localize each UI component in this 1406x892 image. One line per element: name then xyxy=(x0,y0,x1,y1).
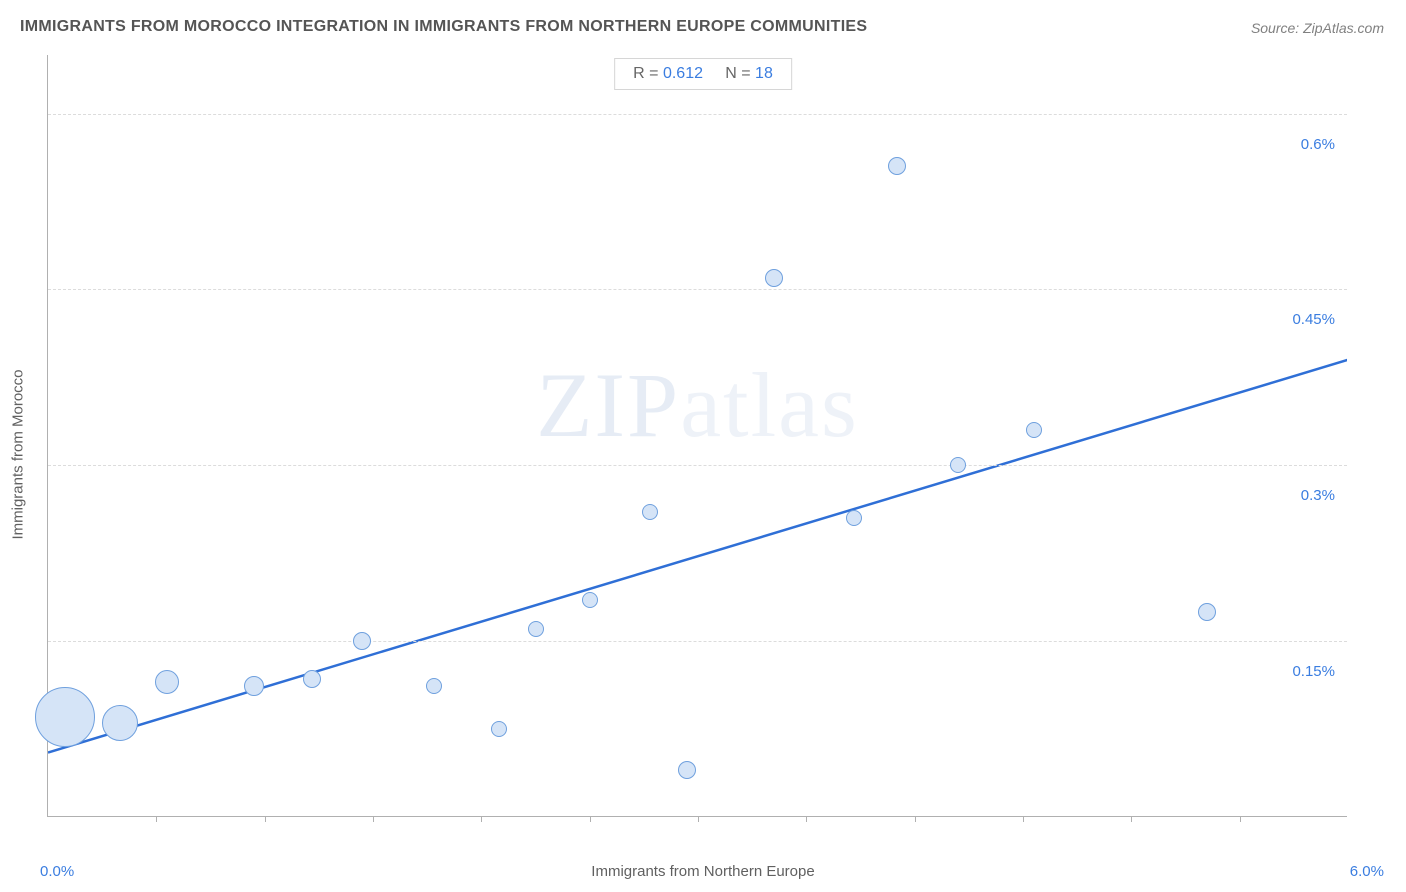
x-tick xyxy=(590,816,591,822)
y-axis-label: Immigrants from Morocco xyxy=(10,369,27,539)
y-tick-label: 0.6% xyxy=(1301,136,1335,153)
data-point xyxy=(678,761,696,779)
data-point xyxy=(888,157,906,175)
x-tick xyxy=(1131,816,1132,822)
x-tick xyxy=(698,816,699,822)
data-point xyxy=(528,621,544,637)
data-point xyxy=(582,592,598,608)
source-credit: Source: ZipAtlas.com xyxy=(1251,20,1384,36)
gridline xyxy=(48,289,1347,290)
y-tick-label: 0.15% xyxy=(1292,663,1335,680)
x-tick xyxy=(1023,816,1024,822)
trend-line xyxy=(48,360,1347,753)
y-tick-label: 0.3% xyxy=(1301,487,1335,504)
watermark-thin: atlas xyxy=(680,354,859,456)
gridline xyxy=(48,641,1347,642)
data-point xyxy=(303,670,321,688)
x-tick xyxy=(806,816,807,822)
watermark-bold: ZIP xyxy=(536,354,680,456)
data-point xyxy=(155,670,179,694)
x-axis-max: 6.0% xyxy=(1350,863,1384,880)
x-axis-min: 0.0% xyxy=(40,863,74,880)
data-point xyxy=(846,510,862,526)
x-tick xyxy=(373,816,374,822)
data-point xyxy=(244,676,264,696)
data-point xyxy=(1026,422,1042,438)
data-point xyxy=(426,678,442,694)
x-axis-label: Immigrants from Northern Europe xyxy=(591,863,814,880)
data-point xyxy=(491,721,507,737)
data-point xyxy=(765,269,783,287)
chart-svg xyxy=(48,55,1347,816)
data-point xyxy=(35,687,95,747)
gridline xyxy=(48,114,1347,115)
x-tick xyxy=(156,816,157,822)
data-point xyxy=(1198,603,1216,621)
x-tick xyxy=(1240,816,1241,822)
data-point xyxy=(950,457,966,473)
chart-title: IMMIGRANTS FROM MOROCCO INTEGRATION IN I… xyxy=(20,18,867,36)
gridline xyxy=(48,465,1347,466)
plot-area: ZIPatlas 0.15% 0.3% 0.45% 0.6% xyxy=(47,55,1347,817)
data-point xyxy=(353,632,371,650)
x-tick xyxy=(265,816,266,822)
watermark: ZIPatlas xyxy=(536,352,859,458)
data-point xyxy=(642,504,658,520)
x-tick xyxy=(481,816,482,822)
y-tick-label: 0.45% xyxy=(1292,311,1335,328)
data-point xyxy=(102,705,138,741)
x-tick xyxy=(915,816,916,822)
